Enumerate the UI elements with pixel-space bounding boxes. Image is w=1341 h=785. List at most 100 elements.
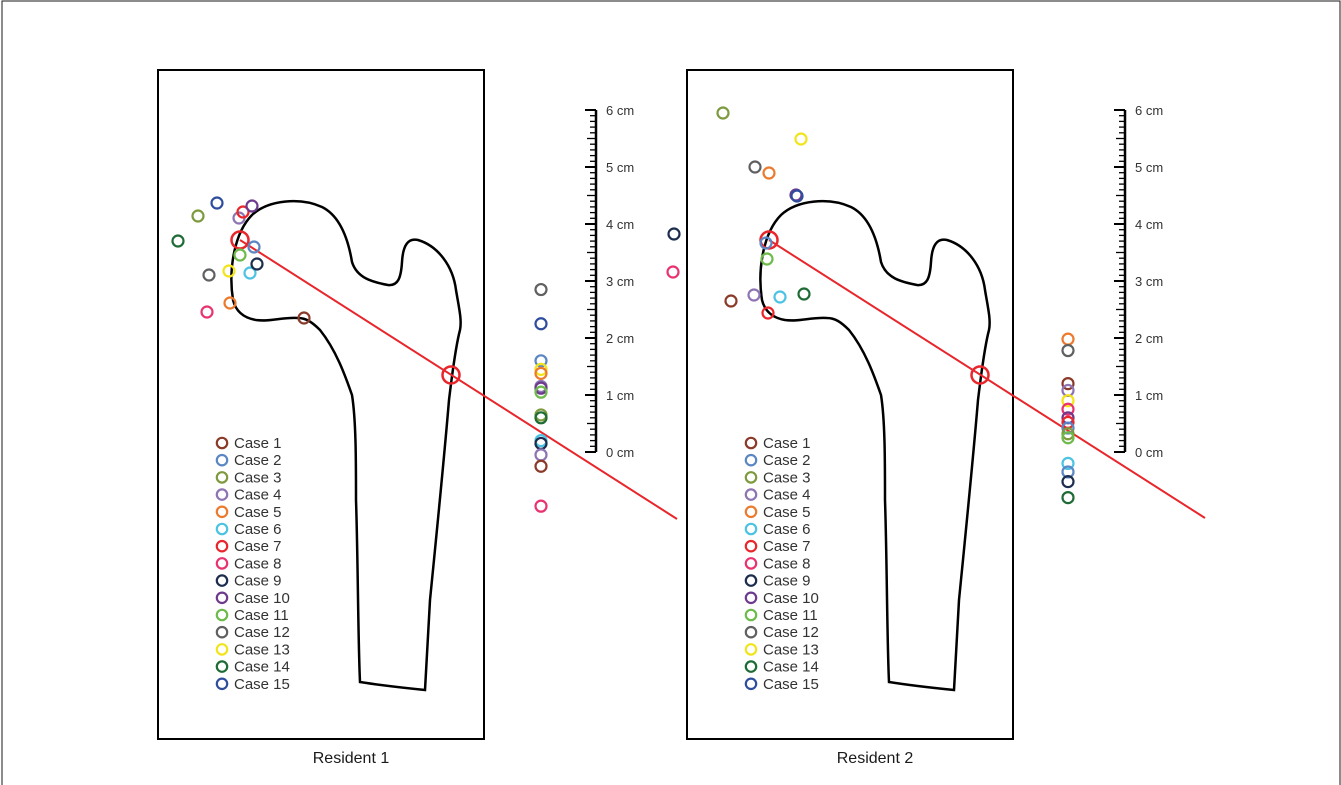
legend-label: Case 4 [763,487,811,504]
legend-label: Case 10 [234,590,290,607]
case-2-point [759,236,773,250]
case-11-projection [534,385,548,399]
legend-marker [744,522,758,536]
shaft-intersection-marker [970,365,990,385]
case-12-point [748,160,762,174]
case-13-projection [534,362,548,376]
scale-label: 1 cm [606,388,634,403]
case-14-projection [534,411,548,425]
case-2-projection [1061,421,1075,435]
scale-label: 3 cm [606,274,634,289]
legend-label: Case 14 [763,659,819,676]
case-13-point [222,264,236,278]
legend-label: Case 3 [234,469,282,486]
case-6-point [243,266,257,280]
case-5-projection [534,366,548,380]
scale-label: 5 cm [606,160,634,175]
legend-label: Case 11 [763,607,818,624]
case-15-point [210,196,224,210]
case-15-projection [534,317,548,331]
case-2-projection [1061,465,1075,479]
scale-label: 6 cm [606,103,634,118]
case-2-point [247,240,261,254]
legend-label: Case 14 [234,659,290,676]
case-2-projection [534,354,548,368]
case-9-point [250,257,264,271]
femur-outline [759,200,991,692]
case-12-projection [1061,343,1075,358]
case-12-projection [534,282,548,297]
legend-label: Case 8 [234,555,282,572]
legend-marker [215,522,229,536]
legend-marker [744,591,758,605]
case-11-point [233,248,247,262]
scale-label: 2 cm [1135,331,1163,346]
legend-label: Case 6 [234,521,282,538]
case-1-point [724,294,738,308]
case-7-point [761,306,775,320]
legend-marker [744,677,758,691]
scale-label: 6 cm [1135,103,1163,118]
legend-marker [215,591,229,605]
case-6-point [773,290,787,304]
legend-label: Case 1 [234,435,282,452]
legend-marker [215,608,229,622]
shaft-intersection-marker [441,365,461,385]
legend-marker [744,608,758,622]
case-3-projection [1061,427,1075,441]
case-9-point [667,227,681,241]
case-8-projection [534,499,548,513]
femur-outline [230,200,462,692]
scale-label: 4 cm [1135,217,1163,232]
legend-label: Case 2 [763,452,811,469]
legend-marker [215,643,229,656]
scale-label: 3 cm [1135,274,1163,289]
legend-marker [744,625,758,639]
case-13-projection [1061,394,1075,408]
scale-label: 0 cm [1135,445,1163,460]
legend-label: Case 9 [763,573,811,590]
legend-label: Case 10 [763,590,819,607]
legend-label: Case 13 [234,641,290,658]
case-13-point [794,132,808,146]
case-4-point [747,288,761,302]
legend-marker [215,574,229,587]
legend-marker [744,539,758,553]
legend-marker [215,471,229,484]
legend-marker [744,557,758,570]
case-8-point [200,305,214,319]
legend-label: Case 8 [763,555,811,572]
case-11-projection [1061,431,1075,445]
case-5-point [762,166,776,180]
legend-marker [215,625,229,639]
legend-marker [215,436,229,450]
legend-label: Case 13 [763,641,819,658]
legend-label: Case 2 [234,452,282,469]
panel-frame [686,69,1014,740]
case-7-point [236,205,250,219]
panel-caption: Resident 1 [313,750,390,767]
panel-frame [157,69,485,740]
case-9-projection [1061,475,1075,489]
scale-label: 2 cm [606,331,634,346]
case-1-point [297,311,311,325]
legend-label: Case 5 [763,504,811,521]
legend-marker [744,471,758,484]
legend-marker [215,557,229,570]
legend-marker [215,453,229,467]
legend-label: Case 12 [234,624,290,641]
case-14-point [171,234,185,248]
legend-label: Case 7 [763,538,811,555]
legend-marker [744,505,758,519]
case-1-projection [534,459,548,473]
legend-marker [215,488,229,501]
scale-label: 1 cm [1135,388,1163,403]
legend-label: Case 1 [763,435,811,452]
legend-marker [744,643,758,656]
legend-label: Case 4 [234,487,282,504]
case-5-point [223,296,237,310]
legend-label: Case 7 [234,538,282,555]
legend-marker [744,660,758,673]
legend-label: Case 5 [234,504,282,521]
